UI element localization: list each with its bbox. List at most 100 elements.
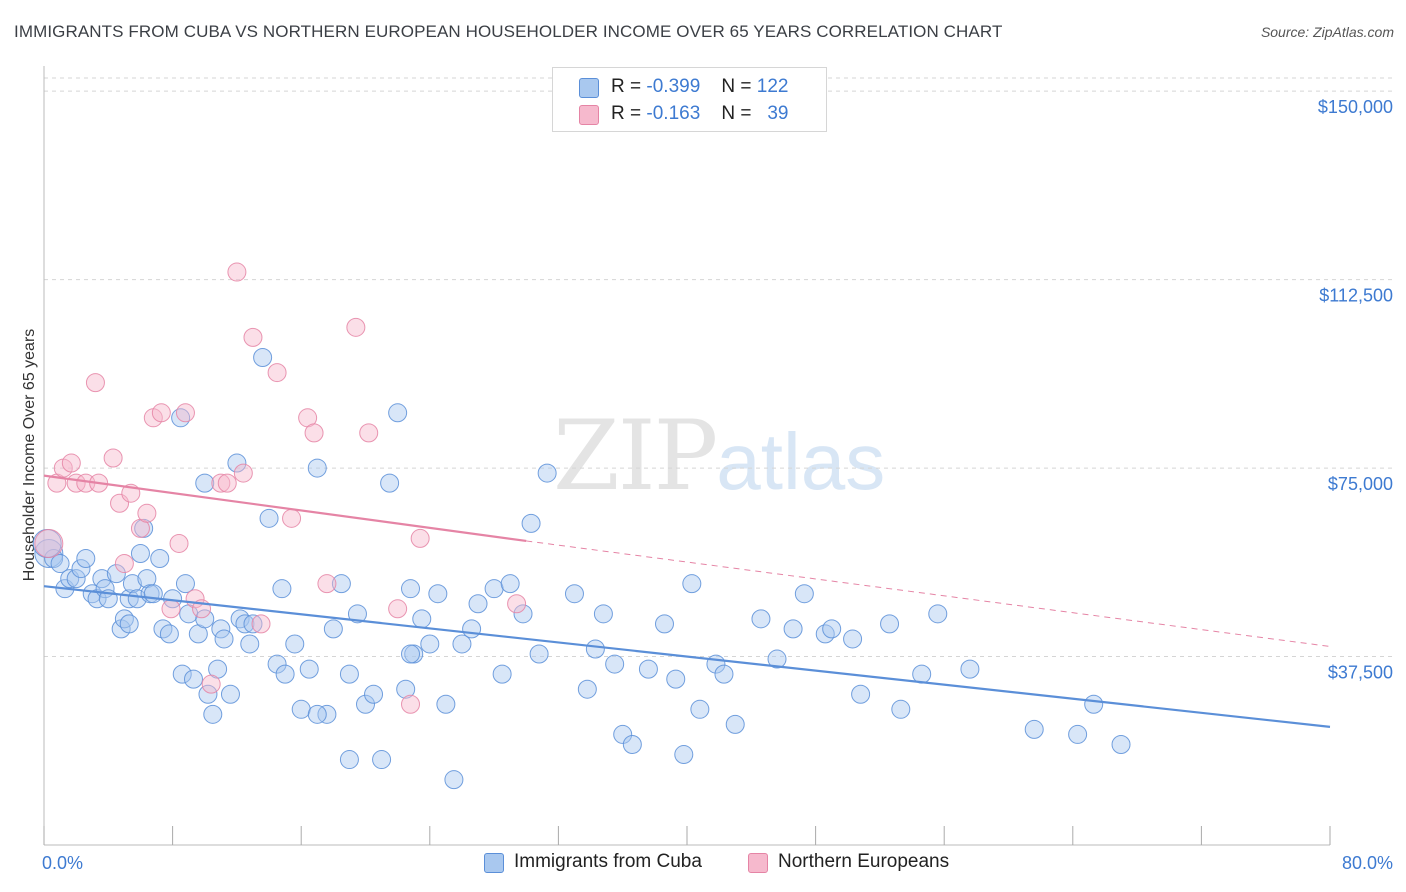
data-point bbox=[103, 448, 123, 468]
data-point bbox=[282, 508, 302, 528]
data-point bbox=[388, 599, 408, 619]
data-point bbox=[577, 679, 597, 699]
data-point bbox=[220, 684, 240, 704]
data-point bbox=[203, 704, 223, 724]
data-point bbox=[1084, 694, 1104, 714]
data-point bbox=[253, 347, 273, 367]
bottom-legend-label-cuba: Immigrants from Cuba bbox=[514, 851, 702, 872]
data-point bbox=[500, 574, 520, 594]
data-point bbox=[529, 644, 549, 664]
data-point bbox=[119, 614, 139, 634]
data-point bbox=[585, 639, 605, 659]
data-point bbox=[267, 654, 287, 674]
data-point bbox=[307, 458, 327, 478]
data-point bbox=[137, 503, 157, 523]
data-point bbox=[521, 513, 541, 533]
data-point bbox=[452, 634, 472, 654]
data-point bbox=[61, 453, 81, 473]
data-point bbox=[622, 734, 642, 754]
data-point bbox=[243, 327, 263, 347]
source-label: Source: ZipAtlas.com bbox=[1260, 24, 1394, 40]
data-point bbox=[317, 704, 337, 724]
data-point bbox=[593, 604, 613, 624]
data-point bbox=[428, 584, 448, 604]
data-point bbox=[243, 614, 263, 634]
data-point bbox=[201, 674, 221, 694]
y-tick-label: $37,500 bbox=[1328, 663, 1393, 683]
data-point bbox=[161, 599, 181, 619]
data-point bbox=[638, 659, 658, 679]
data-point bbox=[928, 604, 948, 624]
data-point bbox=[1024, 719, 1044, 739]
data-point bbox=[150, 549, 170, 569]
chart-title: IMMIGRANTS FROM CUBA VS NORTHERN EUROPEA… bbox=[14, 22, 1003, 41]
data-point bbox=[285, 634, 305, 654]
data-point bbox=[304, 423, 324, 443]
data-point bbox=[227, 262, 247, 282]
data-point bbox=[92, 569, 112, 589]
data-point bbox=[613, 724, 633, 744]
legend-r-label: R = bbox=[611, 103, 642, 124]
legend-swatch-cuba bbox=[579, 78, 599, 98]
data-point bbox=[347, 604, 367, 624]
data-point bbox=[654, 614, 674, 634]
data-point bbox=[195, 609, 215, 629]
data-point bbox=[307, 704, 327, 724]
legend-r-value-cuba: -0.399 bbox=[646, 76, 701, 97]
data-point bbox=[380, 473, 400, 493]
data-point bbox=[822, 619, 842, 639]
data-point bbox=[412, 609, 432, 629]
legend-n-value-cuba: 122 bbox=[756, 76, 789, 97]
x-tick-label-min: 0.0% bbox=[42, 853, 83, 873]
y-tick-label: $150,000 bbox=[1318, 97, 1393, 117]
data-point bbox=[66, 569, 86, 589]
data-point bbox=[507, 594, 527, 614]
trend-line-northern bbox=[43, 474, 527, 543]
data-point bbox=[605, 654, 625, 674]
data-point bbox=[444, 770, 464, 790]
series-cuba bbox=[32, 347, 1131, 790]
data-point bbox=[396, 679, 416, 699]
data-point bbox=[267, 363, 287, 383]
data-point bbox=[537, 463, 557, 483]
data-point bbox=[34, 528, 64, 558]
data-point bbox=[690, 699, 710, 719]
legend-n-value-northern: 39 bbox=[767, 103, 789, 124]
bottom-legend-swatch-northern bbox=[748, 853, 768, 873]
data-point bbox=[169, 533, 189, 553]
data-point bbox=[85, 373, 105, 393]
data-point bbox=[666, 669, 686, 689]
data-point bbox=[211, 619, 231, 639]
data-point bbox=[275, 664, 295, 684]
data-point bbox=[815, 624, 835, 644]
data-point bbox=[484, 579, 504, 599]
data-point bbox=[513, 604, 533, 624]
data-point bbox=[346, 317, 366, 337]
correlation-legend: R = -0.399 N = 122 R = -0.163 N = 39 bbox=[552, 67, 827, 132]
data-point bbox=[183, 669, 203, 689]
data-point bbox=[364, 684, 384, 704]
legend-text-cuba: R = -0.399 N = 122 bbox=[611, 76, 788, 98]
data-point bbox=[843, 629, 863, 649]
data-point bbox=[674, 745, 694, 765]
data-point bbox=[725, 714, 745, 734]
y-axis-label: Householder Income Over 65 years bbox=[21, 329, 38, 582]
data-point bbox=[251, 614, 271, 634]
data-point bbox=[122, 574, 142, 594]
data-point bbox=[420, 634, 440, 654]
legend-swatch-northern bbox=[579, 105, 599, 125]
data-point bbox=[272, 579, 292, 599]
legend-n-label: N = bbox=[721, 103, 752, 124]
data-point bbox=[130, 544, 150, 564]
data-point bbox=[682, 574, 702, 594]
data-point bbox=[317, 574, 337, 594]
data-point bbox=[1068, 724, 1088, 744]
data-point bbox=[410, 528, 430, 548]
series-northern bbox=[34, 262, 527, 714]
y-tick-label: $75,000 bbox=[1328, 474, 1393, 494]
data-point bbox=[359, 423, 379, 443]
data-point bbox=[175, 403, 195, 423]
bottom-legend-label-northern: Northern Europeans bbox=[778, 851, 950, 872]
y-tick-label: $112,500 bbox=[1319, 286, 1393, 306]
